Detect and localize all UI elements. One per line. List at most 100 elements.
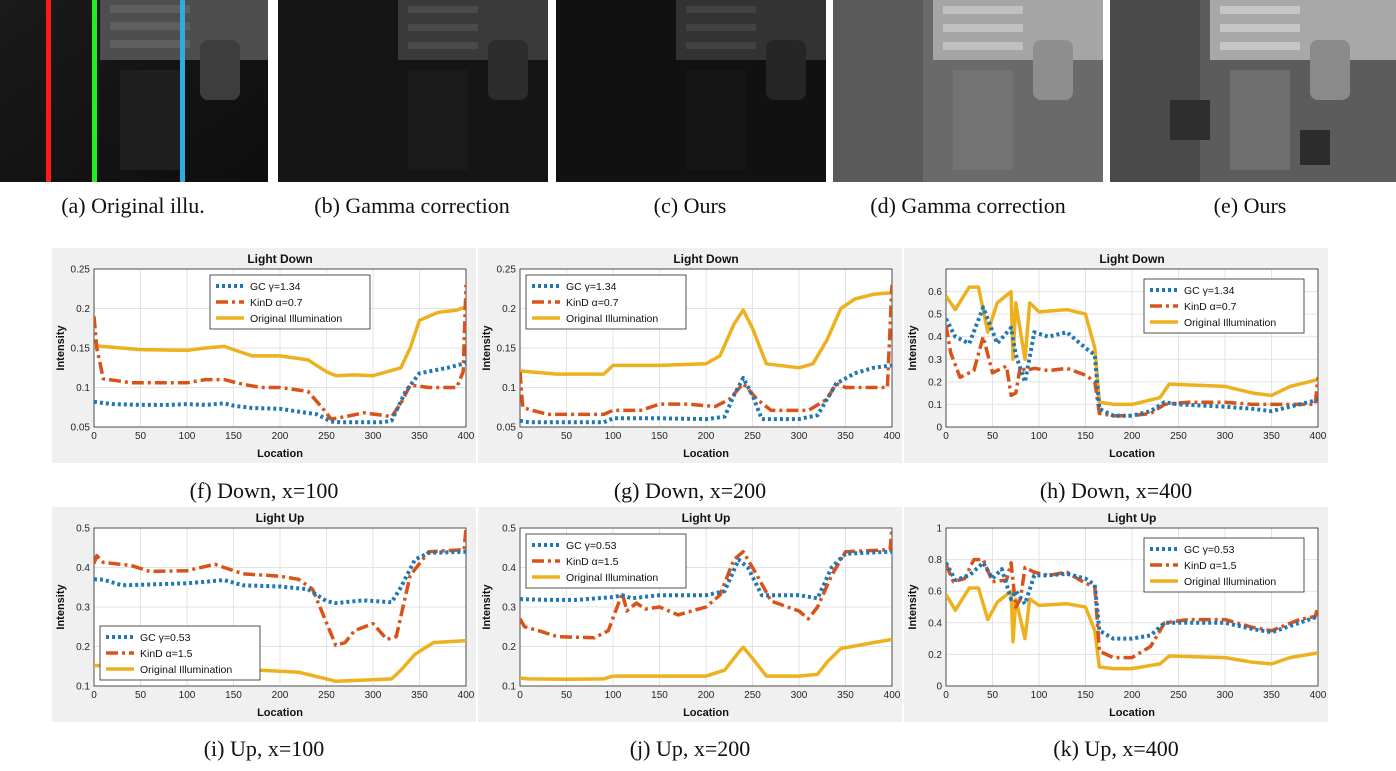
legend-label: Original Illumination bbox=[1184, 576, 1276, 588]
plot-frame bbox=[519, 527, 893, 687]
y-tick-label: 0.1 bbox=[502, 682, 516, 693]
x-tick-label: 400 bbox=[884, 690, 901, 701]
chart-title: Light Up bbox=[1108, 511, 1157, 525]
gamma-correction-image-1 bbox=[278, 0, 548, 182]
x-tick-label: 100 bbox=[605, 431, 622, 442]
x-tick-label: 50 bbox=[135, 431, 147, 442]
caption-gamma-correction-2: (d) Gamma correction bbox=[870, 193, 1066, 218]
caption-up-x400: (k) Up, x=400 bbox=[1053, 736, 1179, 761]
ours-image-2 bbox=[1110, 0, 1396, 182]
x-tick-label: 150 bbox=[1077, 690, 1094, 701]
x-tick-label: 250 bbox=[1170, 690, 1187, 701]
gamma-correction-image-2 bbox=[833, 0, 1103, 182]
x-axis-label: Location bbox=[683, 448, 729, 460]
caption-gamma-correction-1: (b) Gamma correction bbox=[314, 193, 510, 218]
x-tick-label: 100 bbox=[1031, 690, 1048, 701]
plot-frame bbox=[519, 268, 893, 428]
x-tick-label: 350 bbox=[837, 431, 854, 442]
chart-title: Light Up bbox=[682, 511, 731, 525]
y-tick-label: 0.5 bbox=[76, 524, 90, 535]
y-tick-label: 0.2 bbox=[928, 650, 942, 661]
y-tick-label: 0.15 bbox=[71, 344, 91, 355]
x-axis-label: Location bbox=[257, 448, 303, 460]
x-axis-label: Location bbox=[1109, 448, 1155, 460]
chart-down-x100: 0 50 100 150 200 250 300 350 400 0.05 0.1 0.15 0.2 0.… bbox=[52, 248, 476, 463]
caption-ours-2: (e) Ours bbox=[1213, 193, 1287, 218]
caption-down-x200: (g) Down, x=200 bbox=[613, 478, 767, 503]
x-tick-label: 350 bbox=[1263, 690, 1280, 701]
y-tick-label: 0.2 bbox=[502, 304, 516, 315]
x-tick-label: 50 bbox=[987, 690, 999, 701]
chart-title: Light Up bbox=[256, 511, 305, 525]
x-tick-label: 200 bbox=[1124, 431, 1141, 442]
series-line bbox=[520, 284, 892, 417]
x-tick-label: 100 bbox=[1031, 431, 1048, 442]
series-line bbox=[94, 361, 466, 425]
y-tick-label: 0.2 bbox=[928, 377, 942, 388]
x-axis-label: Location bbox=[257, 707, 303, 719]
x-tick-label: 50 bbox=[561, 431, 573, 442]
x-tick-label: 200 bbox=[698, 431, 715, 442]
x-tick-label: 200 bbox=[1124, 690, 1141, 701]
caption-ours-1: (c) Ours bbox=[653, 193, 727, 218]
y-tick-label: 0 bbox=[936, 682, 942, 693]
y-axis-label: Intensity bbox=[481, 325, 493, 371]
y-tick-label: 0.1 bbox=[76, 383, 90, 394]
series-line bbox=[946, 305, 1318, 418]
y-tick-label: 0.4 bbox=[76, 563, 90, 574]
plot-frame bbox=[945, 527, 1319, 687]
legend-label: Original Illumination bbox=[1184, 317, 1276, 329]
legend-label: KinD α=1.5 bbox=[140, 648, 193, 660]
x-tick-label: 250 bbox=[1170, 431, 1187, 442]
chart-up-x100: 0 50 100 150 200 250 300 350 400 0.1 0.2 0.3 0.4 0.5 L… bbox=[52, 507, 476, 722]
x-tick-label: 400 bbox=[458, 690, 475, 701]
series-line bbox=[946, 586, 1318, 671]
x-tick-label: 250 bbox=[744, 690, 761, 701]
series-line bbox=[520, 290, 892, 376]
x-tick-label: 400 bbox=[458, 431, 475, 442]
chart-down-x400: 0 50 100 150 200 250 300 350 400 0 0.1 0.2 0.3 0.4 0.5… bbox=[904, 248, 1328, 463]
x-tick-label: 300 bbox=[365, 431, 382, 442]
chart-svg: 0 50 100 150 200 250 300 350 400 0 0.2 0.4 0.6 0.8 1 Li… bbox=[904, 507, 1328, 722]
red-scanline bbox=[46, 0, 51, 182]
chart-down-x200: 0 50 100 150 200 250 300 350 400 0.05 0.1 0.15 0.2 0.… bbox=[478, 248, 902, 463]
legend: GC γ=1.34 KinD α=0.7 Original Illumination bbox=[1143, 278, 1305, 334]
original-illumination-picture bbox=[0, 0, 268, 182]
x-tick-label: 350 bbox=[411, 431, 428, 442]
y-tick-label: 0.3 bbox=[502, 603, 516, 614]
caption-up-x100: (i) Up, x=100 bbox=[203, 736, 325, 761]
y-tick-label: 0.1 bbox=[76, 682, 90, 693]
x-tick-label: 250 bbox=[318, 431, 335, 442]
y-tick-label: 0.2 bbox=[76, 642, 90, 653]
y-tick-label: 0.4 bbox=[502, 563, 516, 574]
y-tick-label: 0.05 bbox=[71, 423, 91, 434]
caption-up-x200: (j) Up, x=200 bbox=[629, 736, 751, 761]
series-line bbox=[94, 305, 466, 378]
y-tick-label: 0.2 bbox=[76, 304, 90, 315]
x-tick-label: 350 bbox=[411, 690, 428, 701]
chart-up-x200: 0 50 100 150 200 250 300 350 400 0.1 0.2 0.3 0.4 0.5 L… bbox=[478, 507, 902, 722]
x-tick-label: 400 bbox=[1310, 431, 1327, 442]
chart-svg: 0 50 100 150 200 250 300 350 400 0.05 0.1 0.15 0.2 0.… bbox=[478, 248, 902, 463]
series-line bbox=[94, 549, 466, 606]
legend-label: GC γ=0.53 bbox=[1184, 544, 1235, 556]
legend-label: GC γ=0.53 bbox=[566, 540, 617, 552]
legend: GC γ=0.53 KinD α=1.5 Original Illumination bbox=[525, 533, 687, 589]
ours-picture-2 bbox=[1110, 0, 1396, 182]
y-tick-label: 0.1 bbox=[928, 400, 942, 411]
y-tick-label: 0 bbox=[936, 423, 942, 434]
x-tick-label: 100 bbox=[179, 690, 196, 701]
x-tick-label: 100 bbox=[179, 431, 196, 442]
x-tick-label: 150 bbox=[225, 431, 242, 442]
ours-picture-1 bbox=[556, 0, 826, 182]
series-line bbox=[946, 285, 1318, 407]
legend-label: KinD α=1.5 bbox=[566, 556, 619, 568]
legend-label: Original Illumination bbox=[140, 664, 232, 676]
x-tick-label: 300 bbox=[365, 690, 382, 701]
legend-label: Original Illumination bbox=[566, 313, 658, 325]
y-axis-label: Intensity bbox=[907, 325, 919, 371]
x-tick-label: 300 bbox=[1217, 431, 1234, 442]
x-tick-label: 150 bbox=[651, 690, 668, 701]
original-illumination-image bbox=[0, 0, 268, 182]
y-axis-label: Intensity bbox=[481, 584, 493, 630]
